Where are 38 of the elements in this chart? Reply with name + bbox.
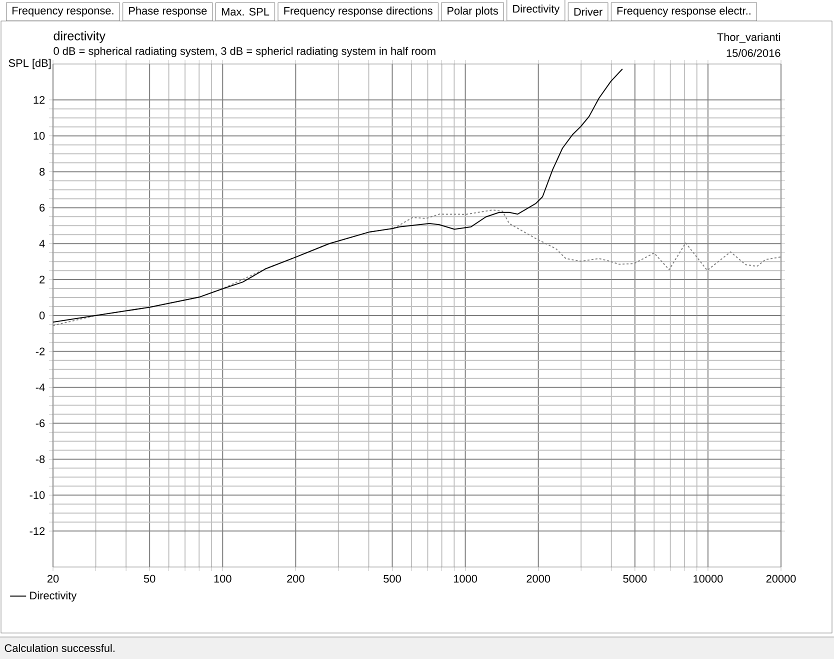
- y-tick-label: 4: [39, 240, 45, 248]
- text: Max. SPL: [222, 8, 270, 16]
- text: Directivity: [513, 4, 560, 15]
- text: 15/06/2016: [726, 48, 780, 57]
- x-tick-label: 20000: [766, 574, 796, 583]
- y-tick-label: 2: [40, 276, 45, 284]
- y-tick-label: -2: [36, 348, 45, 356]
- text: Calculation successful.: [4, 644, 114, 652]
- y-tick-label: 6: [40, 204, 45, 212]
- text: Frequency response.: [12, 6, 114, 17]
- x-tick-label: 5000: [623, 574, 647, 583]
- chart-title: directivity: [54, 31, 106, 43]
- y-tick-label: 10: [34, 132, 45, 140]
- y-tick-label: 12: [34, 96, 45, 104]
- x-tick-label: 10000: [694, 574, 723, 583]
- y-tick-label: -4: [36, 384, 45, 392]
- y-tick-label: -10: [30, 491, 45, 499]
- text: Frequency response directions: [284, 6, 432, 17]
- x-tick-label: 500: [384, 574, 401, 583]
- x-tick-label: 2000: [526, 574, 550, 583]
- x-tick-label: 100: [214, 574, 232, 583]
- y-axis-title: SPL [dB]: [8, 58, 51, 70]
- y-tick-label: 8: [40, 168, 45, 176]
- text: Thor_varianti: [717, 32, 780, 44]
- x-tick-label: 20: [47, 574, 59, 583]
- text: Polar plots: [448, 6, 498, 17]
- y-tick-label: -8: [36, 455, 45, 464]
- text: Frequency response electr..: [617, 6, 750, 17]
- x-tick-label: 200: [287, 574, 304, 583]
- chart-subtitle: 0 dB = spherical radiating system, 3 dB = sphericl radiating system in half room: [54, 46, 436, 58]
- legend-label: Directivity: [30, 591, 77, 602]
- text: Driver: [574, 8, 602, 16]
- x-tick-label: 50: [144, 574, 156, 583]
- y-tick-label: 0: [39, 312, 45, 320]
- x-tick-label: 1000: [454, 574, 478, 583]
- y-tick-label: -6: [36, 419, 45, 428]
- text: Phase response: [129, 6, 207, 17]
- y-tick-label: -12: [30, 527, 45, 535]
